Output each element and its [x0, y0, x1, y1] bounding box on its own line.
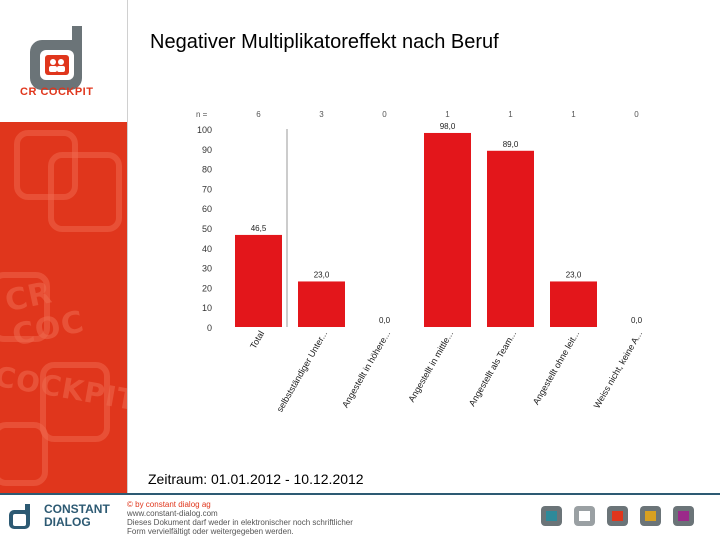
- copyright-notice: © by constant dialog ag www.constant-dia…: [127, 500, 353, 536]
- cr-cockpit-logo: [28, 24, 100, 100]
- category-label: Weiss nicht, keine A...: [592, 329, 645, 410]
- n-value: 3: [319, 110, 324, 119]
- bar: [424, 132, 471, 327]
- bar: [550, 281, 597, 327]
- product-icon: [670, 501, 697, 529]
- footer: CONSTANT DIALOG © by constant dialog ag …: [0, 493, 720, 540]
- bar: [235, 234, 282, 327]
- y-tick-label: 30: [202, 264, 212, 274]
- n-value: 6: [256, 110, 261, 119]
- divider-line: [127, 0, 128, 493]
- product-icon: [637, 501, 664, 529]
- category-label: Total: [248, 329, 266, 350]
- page-title: Negativer Multiplikatoreffekt nach Beruf: [150, 31, 499, 53]
- data-label: 0,0: [631, 316, 643, 325]
- category-label: Angestellt in höhere...: [340, 329, 392, 409]
- period-label: Zeitraum: 01.01.2012 - 10.12.2012: [148, 471, 364, 487]
- n-value: 0: [634, 110, 639, 119]
- product-icons: [538, 501, 697, 529]
- product-icon: [604, 501, 631, 529]
- data-label: 23,0: [314, 270, 330, 279]
- category-label: selbstständiger Unter...: [275, 329, 330, 414]
- y-tick-label: 60: [202, 204, 212, 214]
- data-label: 46,5: [251, 224, 267, 233]
- data-label: 89,0: [503, 140, 519, 149]
- product-icon: [571, 501, 598, 529]
- y-tick-label: 40: [202, 244, 212, 254]
- y-tick-label: 50: [202, 224, 212, 234]
- bar: [298, 281, 345, 327]
- y-tick-label: 90: [202, 145, 212, 155]
- y-tick-label: 0: [207, 323, 212, 333]
- n-label: n =: [196, 110, 208, 119]
- sidebar-decoration: CR COC COCKPIT: [0, 122, 127, 493]
- category-label: Angestellt in mittle...: [406, 329, 455, 404]
- company-name: CONSTANT DIALOG: [44, 502, 110, 529]
- y-tick-label: 80: [202, 165, 212, 175]
- product-icon: [538, 501, 565, 529]
- y-tick-label: 20: [202, 283, 212, 293]
- n-value: 1: [445, 110, 450, 119]
- data-label: 23,0: [566, 270, 582, 279]
- category-label: Angestellt als Team...: [467, 329, 518, 408]
- n-value: 1: [508, 110, 513, 119]
- logo-text: CR COCKPIT: [20, 86, 94, 98]
- data-label: 98,0: [440, 122, 456, 131]
- data-label: 0,0: [379, 316, 391, 325]
- n-value: 0: [382, 110, 387, 119]
- y-tick-label: 10: [202, 303, 212, 313]
- category-label: Angestellt ohne leit...: [531, 329, 581, 406]
- y-tick-label: 70: [202, 184, 212, 194]
- constant-dialog-logo: [8, 503, 38, 533]
- n-value: 1: [571, 110, 576, 119]
- y-tick-label: 100: [197, 125, 212, 135]
- bar: [487, 150, 534, 327]
